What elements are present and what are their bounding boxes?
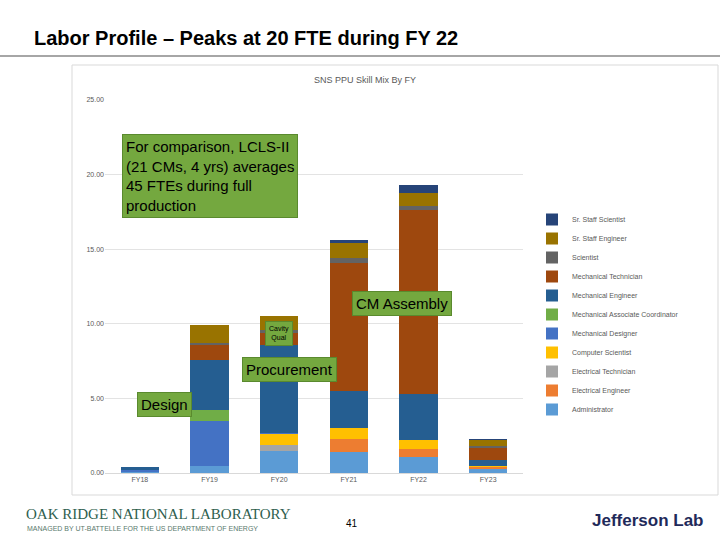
svg-text:Sr. Staff Engineer: Sr. Staff Engineer	[572, 235, 627, 243]
svg-text:15.00: 15.00	[86, 246, 104, 253]
svg-text:25.00: 25.00	[86, 96, 104, 103]
svg-text:CM Assembly: CM Assembly	[356, 295, 448, 312]
svg-text:Administrator: Administrator	[572, 406, 614, 413]
svg-text:Mechanical Engineer: Mechanical Engineer	[572, 292, 638, 300]
svg-text:Scientist: Scientist	[572, 254, 599, 261]
svg-text:Electrical Technician: Electrical Technician	[572, 368, 635, 375]
svg-text:0.00: 0.00	[90, 469, 104, 476]
svg-text:FY21: FY21	[340, 476, 357, 483]
svg-text:FY19: FY19	[201, 476, 218, 483]
svg-text:5.00: 5.00	[90, 395, 104, 402]
svg-text:CavityQual: CavityQual	[269, 325, 289, 342]
svg-text:Computer Scientist: Computer Scientist	[572, 349, 631, 357]
svg-text:FY23: FY23	[480, 476, 497, 483]
svg-text:20.00: 20.00	[86, 171, 104, 178]
svg-text:Sr. Staff Scientist: Sr. Staff Scientist	[572, 216, 625, 223]
svg-text:10.00: 10.00	[86, 320, 104, 327]
svg-text:FY20: FY20	[271, 476, 288, 483]
svg-text:For comparison, LCLS-II(21 CMs: For comparison, LCLS-II(21 CMs, 4 yrs) a…	[126, 138, 294, 214]
svg-text:SNS PPU Skill Mix By FY: SNS PPU Skill Mix By FY	[314, 75, 416, 85]
svg-text:Electrical Engineer: Electrical Engineer	[572, 387, 631, 395]
svg-text:Labor Profile – Peaks at 20 FT: Labor Profile – Peaks at 20 FTE during F…	[34, 27, 458, 49]
svg-text:Jefferson Lab: Jefferson Lab	[592, 511, 703, 530]
svg-text:41: 41	[346, 518, 358, 529]
svg-text:OAK RIDGE NATIONAL LABORATORY: OAK RIDGE NATIONAL LABORATORY	[26, 506, 291, 522]
svg-text:Mechanical Designer: Mechanical Designer	[572, 330, 638, 338]
svg-text:FY22: FY22	[410, 476, 427, 483]
svg-text:Mechanical Associate Coordinat: Mechanical Associate Coordinator	[572, 311, 679, 318]
svg-text:Procurement: Procurement	[246, 361, 333, 378]
svg-text:Design: Design	[141, 396, 188, 413]
svg-text:FY18: FY18	[131, 476, 148, 483]
svg-text:Mechanical Technician: Mechanical Technician	[572, 273, 642, 280]
svg-text:MANAGED BY UT-BATTELLE FOR THE: MANAGED BY UT-BATTELLE FOR THE US DEPART…	[27, 525, 258, 532]
